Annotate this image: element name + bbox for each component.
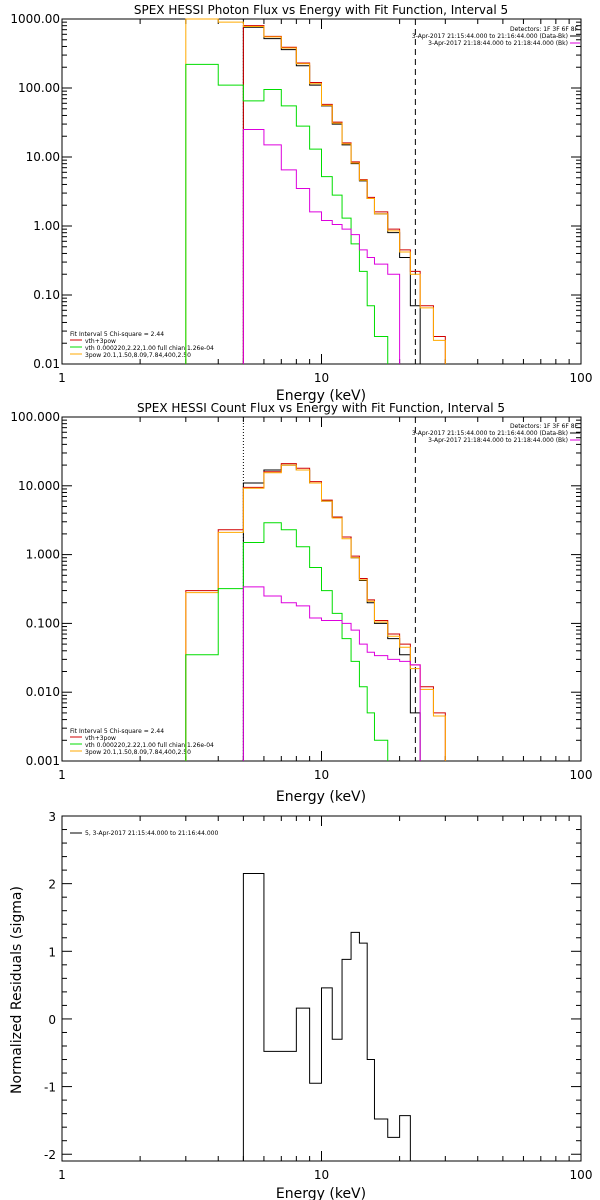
count-flux-panel: SPEX HESSI Count Flux vs Energy with Fit… [70,401,579,805]
count-fit-vth: vth 0.000220,2.22,1.00 full chian 1.26e-… [85,742,214,749]
residuals-y-tick-label: -1 [44,1081,56,1095]
photon-info-detectors: Detectors: 1F 3F 6F 8F [510,26,579,33]
residuals-x-tick-label: 1 [58,1168,66,1182]
count-y-tick-label: 1.000 [26,548,60,562]
photon-series-2 [185,18,446,364]
count-series-2 [185,464,446,761]
photon-info-data-interval: 3-Apr-2017 21:15:44.000 to 21:16:44.000 … [412,33,568,40]
count-fit-model: vth+3pow [85,735,116,742]
count-y-tick-label: 100.000 [10,410,60,424]
count-flux-title: SPEX HESSI Count Flux vs Energy with Fit… [137,401,505,415]
residuals-y-tick-label: 3 [48,810,56,824]
count-fit-chisq: Fit Interval 5 Chi-square = 2.44 [70,728,164,735]
count-x-tick-label: 10 [314,768,329,782]
photon-series-3 [185,63,389,364]
residuals-legend: 5, 3-Apr-2017 21:15:44.000 to 21:16:44.0… [85,830,218,837]
photon-x-tick-label: 10 [314,371,329,385]
photon-series-1 [242,25,446,364]
count-x-tick-label: 100 [570,768,593,782]
count-info-detectors: Detectors: 1F 3F 6F 8F [510,423,579,430]
count-y-tick-label: 0.010 [26,685,60,699]
residuals-y-tick-label: 0 [48,1013,56,1027]
count-info-bk-interval: 3-Apr-2017 21:18:44.000 to 21:18:44.000 … [428,437,568,444]
photon-info-bk-interval: 3-Apr-2017 21:18:44.000 to 21:18:44.000 … [428,40,568,47]
photon-fit-3pow: 3pow 20.1,1.50,8.09,7.84,400,2.50 [85,352,191,359]
count-info-data-interval: 3-Apr-2017 21:15:44.000 to 21:16:44.000 … [412,430,568,437]
photon-y-tick-label: 0.01 [33,357,60,371]
residuals-y-tick-label: -2 [44,1148,56,1162]
residuals-xlabel: Energy (keV) [276,1186,366,1200]
count-series-3 [185,522,389,761]
count-fit-3pow: 3pow 20.1,1.50,8.09,7.84,400,2.50 [85,749,191,756]
photon-y-tick-label: 1000.00 [10,12,60,26]
count-y-tick-label: 0.001 [26,754,60,768]
photon-fit-chisq: Fit Interval 5 Chi-square = 2.44 [70,331,164,338]
count-y-tick-label: 0.100 [26,616,60,630]
count-x-tick-label: 1 [58,768,66,782]
photon-fit-model: vth+3pow [85,338,116,345]
photon-fit-vth: vth 0.000220,2.22,1.00 full chian 1.26e-… [85,345,214,352]
photon-y-tick-label: 1.00 [33,219,60,233]
count-y-tick-label: 10.000 [18,479,60,493]
residuals-panel: Energy (keV) Normalized Residuals (sigma… [9,830,366,1200]
photon-x-tick-label: 1 [58,371,66,385]
residuals-y-tick-label: 2 [48,878,56,892]
photon-x-tick-label: 100 [570,371,593,385]
photon-y-tick-label: 0.10 [33,288,60,302]
photon-y-tick-label: 100.00 [18,81,60,95]
residuals-x-tick-label: 10 [314,1168,329,1182]
photon-flux-title: SPEX HESSI Photon Flux vs Energy with Fi… [134,3,508,17]
photon-y-tick-label: 10.00 [26,150,60,164]
residuals-series-0 [242,873,421,1162]
residuals-y-tick-label: 1 [48,945,56,959]
photon-series-4 [242,129,401,364]
residuals-x-tick-label: 100 [570,1168,593,1182]
count-series-4 [242,586,421,761]
count-flux-xlabel: Energy (keV) [276,789,366,805]
residuals-ylabel: Normalized Residuals (sigma) [9,886,25,1094]
photon-flux-panel: SPEX HESSI Photon Flux vs Energy with Fi… [70,3,579,404]
photon-series-0 [242,26,421,364]
photon-flux-xlabel: Energy (keV) [276,388,366,404]
